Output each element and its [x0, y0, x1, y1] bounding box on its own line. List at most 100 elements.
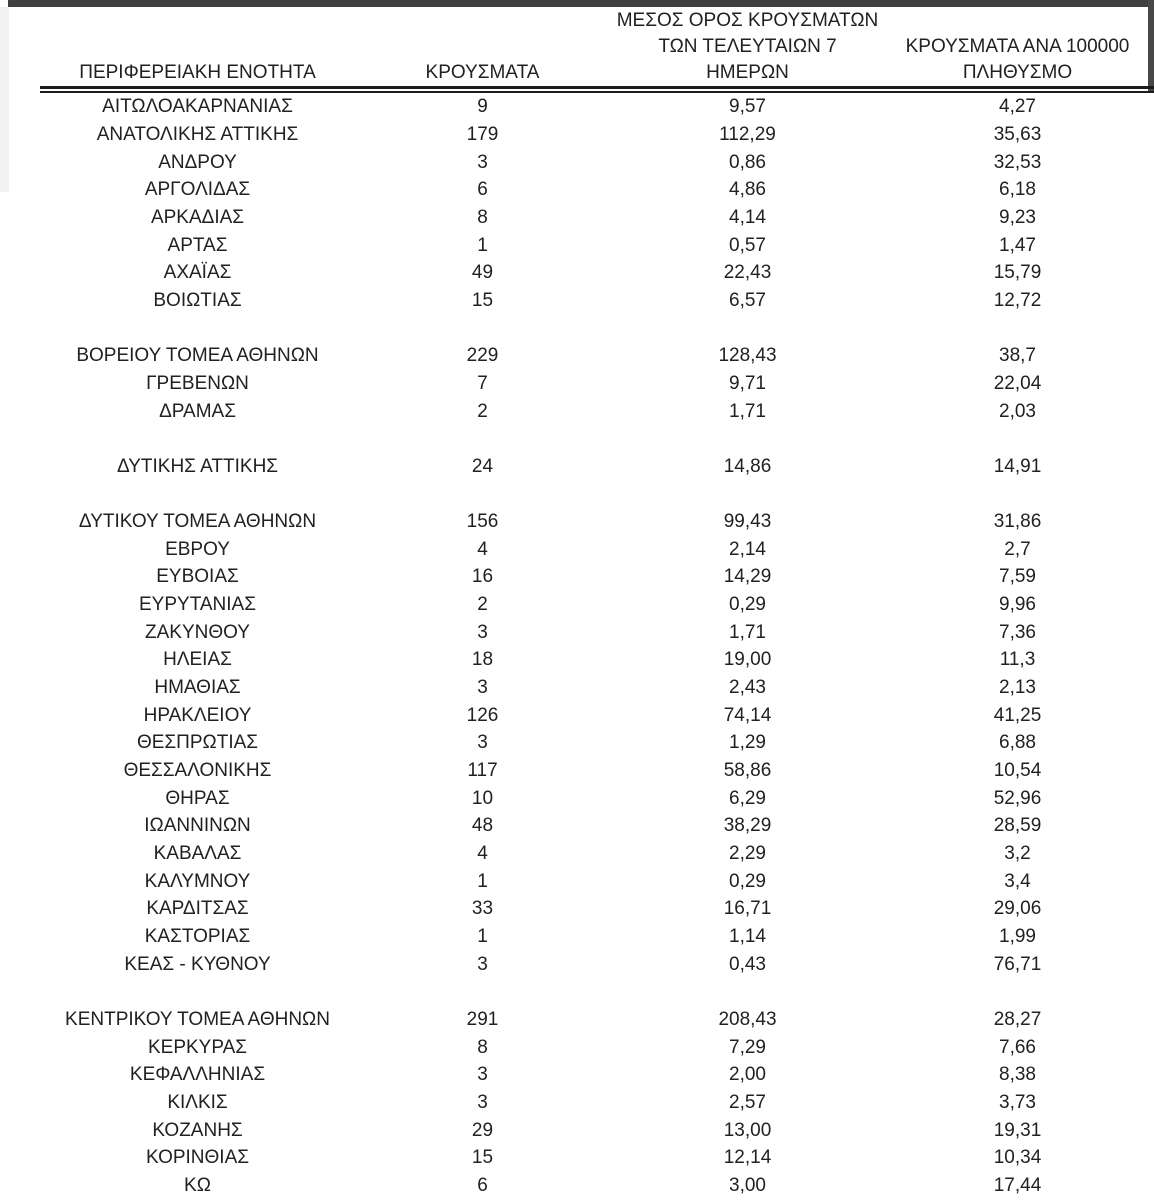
- cases-cell: 2: [477, 400, 488, 422]
- table-row: ΒΟΡΕΙΟΥ ΤΟΜΕΑ ΑΘΗΝΩΝ 229 128,43 38,7: [40, 342, 1150, 370]
- table-row: ΕΒΡΟΥ 4 2,14 2,7: [40, 536, 1150, 564]
- cases-cell: 33: [471, 898, 494, 920]
- table-row: ΗΡΑΚΛΕΙΟΥ 126 74,14 41,25: [40, 701, 1150, 729]
- per100k-cell: [885, 978, 1150, 1006]
- table-row: ΚΟΖΑΝΗΣ 29 13,00 19,31: [40, 1116, 1150, 1144]
- region-cell: ΑΝΔΡΟΥ: [158, 151, 237, 173]
- avg7-cell: 13,00: [723, 1119, 772, 1141]
- region-cell: [40, 480, 355, 508]
- per100k-cell: 7,59: [999, 566, 1036, 588]
- cases-cell: 2: [477, 594, 488, 616]
- avg7-cell: 58,86: [723, 760, 772, 782]
- table-row: ΚΩ 6 3,00 17,44: [40, 1172, 1150, 1200]
- cases-cell: 16: [471, 566, 494, 588]
- table-row: ΘΕΣΠΡΩΤΙΑΣ 3 1,29 6,88: [40, 729, 1150, 757]
- avg7-cell: 0,29: [729, 594, 766, 616]
- window-right-edge: [1148, 0, 1154, 93]
- per100k-cell: 19,31: [993, 1119, 1042, 1141]
- cases-cell: 3: [477, 953, 488, 975]
- per100k-cell: 11,3: [999, 649, 1036, 671]
- per100k-cell: 41,25: [993, 704, 1042, 726]
- cases-cell: 179: [466, 123, 499, 145]
- table-row: ΑΡΤΑΣ 1 0,57 1,47: [40, 231, 1150, 259]
- per100k-cell: 1,47: [999, 234, 1036, 256]
- table-row: ΗΜΑΘΙΑΣ 3 2,43 2,13: [40, 674, 1150, 702]
- avg7-cell: 0,29: [729, 870, 766, 892]
- avg7-cell: 2,57: [729, 1091, 766, 1113]
- avg7-cell: 208,43: [718, 1008, 777, 1030]
- table-row: ΔΡΑΜΑΣ 2 1,71 2,03: [40, 397, 1150, 425]
- region-cell: ΚΕΦΑΛΛΗΝΙΑΣ: [129, 1064, 266, 1086]
- per100k-cell: 32,53: [993, 151, 1042, 173]
- cases-cell: 15: [471, 1147, 494, 1169]
- table-body: ΑΙΤΩΛΟΑΚΑΡΝΑΝΙΑΣ 9 9,57 4,27 ΑΝΑΤΟΛΙΚΗΣ …: [40, 93, 1150, 1199]
- cases-cell: 4: [477, 843, 488, 865]
- per100k-cell: 6,18: [999, 179, 1036, 201]
- avg7-cell: 1,29: [729, 732, 766, 754]
- table-row: ΑΡΓΟΛΙΔΑΣ 6 4,86 6,18: [40, 176, 1150, 204]
- avg7-cell: 0,43: [729, 953, 766, 975]
- table-row: ΚΑΒΑΛΑΣ 4 2,29 3,2: [40, 840, 1150, 868]
- region-cell: ΘΕΣΠΡΩΤΙΑΣ: [136, 732, 259, 754]
- cases-cell: 229: [466, 345, 499, 367]
- cases-cell: 1: [477, 870, 488, 892]
- region-cell: ΚΕΑΣ - ΚΥΘΝΟΥ: [124, 953, 271, 975]
- avg7-cell: 2,00: [729, 1064, 766, 1086]
- region-cell: ΕΥΡΥΤΑΝΙΑΣ: [139, 594, 256, 616]
- per100k-cell: 3,2: [1004, 843, 1031, 865]
- region-cell: ΗΛΕΙΑΣ: [163, 649, 232, 671]
- per100k-cell: 1,99: [999, 926, 1036, 948]
- per100k-cell: 2,03: [999, 400, 1036, 422]
- table-row: ΕΥΒΟΙΑΣ 16 14,29 7,59: [40, 563, 1150, 591]
- table-row: [40, 314, 1150, 342]
- cases-cell: 3: [477, 1091, 488, 1113]
- avg7-cell: 2,29: [729, 843, 766, 865]
- per100k-cell: 10,34: [993, 1147, 1042, 1169]
- table-row: ΚΕΝΤΡΙΚΟΥ ΤΟΜΕΑ ΑΘΗΝΩΝ 291 208,43 28,27: [40, 1006, 1150, 1034]
- cases-cell: 8: [477, 206, 488, 228]
- region-cell: ΚΟΡΙΝΘΙΑΣ: [145, 1147, 249, 1169]
- per100k-cell: 12,72: [993, 289, 1042, 311]
- region-cell: ΑΡΤΑΣ: [167, 234, 228, 256]
- region-cell: [40, 978, 355, 1006]
- table-row: ΕΥΡΥΤΑΝΙΑΣ 2 0,29 9,96: [40, 591, 1150, 619]
- region-cell: ΒΟΡΕΙΟΥ ΤΟΜΕΑ ΑΘΗΝΩΝ: [76, 345, 319, 367]
- per100k-cell: 14,91: [993, 455, 1042, 477]
- table-row: ΙΩΑΝΝΙΝΩΝ 48 38,29 28,59: [40, 812, 1150, 840]
- table-row: ΘΗΡΑΣ 10 6,29 52,96: [40, 784, 1150, 812]
- table-row: ΔΥΤΙΚΟΥ ΤΟΜΕΑ ΑΘΗΝΩΝ 156 99,43 31,86: [40, 508, 1150, 536]
- per100k-cell: 9,23: [999, 206, 1036, 228]
- cases-cell: 10: [471, 787, 494, 809]
- per100k-cell: 10,54: [993, 760, 1042, 782]
- table-row: ΑΝΑΤΟΛΙΚΗΣ ΑΤΤΙΚΗΣ 179 112,29 35,63: [40, 121, 1150, 149]
- region-cell: [40, 314, 355, 342]
- table-row: ΒΟΙΩΤΙΑΣ 15 6,57 12,72: [40, 287, 1150, 315]
- table-row: ΖΑΚΥΝΘΟΥ 3 1,71 7,36: [40, 618, 1150, 646]
- avg7-cell: 128,43: [718, 345, 777, 367]
- cases-cell: 117: [467, 760, 498, 782]
- avg7-cell: 1,71: [729, 621, 766, 643]
- cases-cell: 9: [477, 96, 488, 118]
- table-row: ΑΝΔΡΟΥ 3 0,86 32,53: [40, 148, 1150, 176]
- table-row: ΓΡΕΒΕΝΩΝ 7 9,71 22,04: [40, 370, 1150, 398]
- table-row: ΚΕΦΑΛΛΗΝΙΑΣ 3 2,00 8,38: [40, 1061, 1150, 1089]
- cases-cell: 3: [477, 1064, 488, 1086]
- region-cell: ΚΟΖΑΝΗΣ: [152, 1119, 243, 1141]
- cases-cell: 18: [471, 649, 494, 671]
- region-cell: ΑΧΑΪΑΣ: [163, 262, 232, 284]
- cases-cell: 3: [477, 621, 488, 643]
- region-cell: ΘΕΣΣΑΛΟΝΙΚΗΣ: [123, 760, 272, 782]
- region-cell: ΑΝΑΤΟΛΙΚΗΣ ΑΤΤΙΚΗΣ: [96, 123, 299, 145]
- cases-cell: 15: [471, 289, 494, 311]
- region-cell: ΕΥΒΟΙΑΣ: [156, 566, 239, 588]
- avg7-cell: 112,29: [719, 123, 776, 145]
- region-cell: ΙΩΑΝΝΙΝΩΝ: [144, 815, 251, 837]
- table-row: ΘΕΣΣΑΛΟΝΙΚΗΣ 117 58,86 10,54: [40, 757, 1150, 785]
- per100k-cell: 31,86: [993, 511, 1042, 533]
- cases-cell: [355, 480, 610, 508]
- cases-cell: 8: [477, 1036, 488, 1058]
- avg7-cell: 22,43: [723, 262, 772, 284]
- cases-cell: [355, 978, 610, 1006]
- region-cell: ΚΙΛΚΙΣ: [167, 1091, 228, 1113]
